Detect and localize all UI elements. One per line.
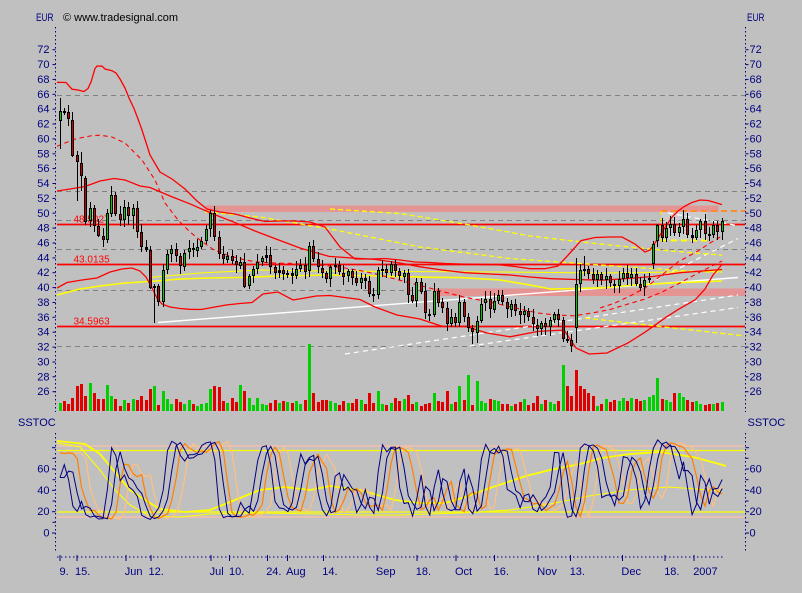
svg-text:14.: 14. xyxy=(322,566,337,578)
svg-text:36: 36 xyxy=(750,312,762,324)
svg-text:26: 26 xyxy=(750,386,762,398)
svg-text:60: 60 xyxy=(750,133,762,145)
svg-text:2007: 2007 xyxy=(693,566,717,578)
svg-text:66: 66 xyxy=(37,89,49,101)
svg-text:28: 28 xyxy=(37,371,49,383)
svg-text:68: 68 xyxy=(37,74,49,86)
svg-text:38: 38 xyxy=(750,297,762,309)
svg-text:40: 40 xyxy=(750,485,762,497)
svg-text:56: 56 xyxy=(37,163,49,175)
svg-text:30: 30 xyxy=(37,357,49,369)
svg-text:18.: 18. xyxy=(416,566,431,578)
svg-text:66: 66 xyxy=(750,89,762,101)
svg-text:60: 60 xyxy=(750,464,762,476)
svg-text:SSTOC: SSTOC xyxy=(18,417,56,429)
svg-text:34.5963: 34.5963 xyxy=(74,317,111,328)
svg-text:32: 32 xyxy=(37,342,49,354)
svg-text:Oct: Oct xyxy=(455,566,472,578)
svg-text:36: 36 xyxy=(37,312,49,324)
svg-text:20: 20 xyxy=(750,506,762,518)
svg-text:58: 58 xyxy=(37,148,49,160)
svg-text:64: 64 xyxy=(750,104,762,116)
svg-text:SSTOC: SSTOC xyxy=(748,417,786,429)
svg-text:Sep: Sep xyxy=(376,566,396,578)
svg-text:52: 52 xyxy=(37,193,49,205)
svg-text:72: 72 xyxy=(750,44,762,56)
svg-text:13.: 13. xyxy=(570,566,585,578)
svg-text:54: 54 xyxy=(37,178,49,190)
svg-text:46: 46 xyxy=(750,238,762,250)
svg-text:72: 72 xyxy=(37,44,49,56)
svg-text:50: 50 xyxy=(37,208,49,220)
svg-text:16.: 16. xyxy=(494,566,509,578)
svg-text:Dec: Dec xyxy=(621,566,641,578)
svg-text:58: 58 xyxy=(750,148,762,160)
svg-text:Jun: Jun xyxy=(125,566,143,578)
svg-text:48: 48 xyxy=(37,223,49,235)
svg-text:46: 46 xyxy=(37,238,49,250)
svg-text:Aug: Aug xyxy=(286,566,306,578)
svg-text:52: 52 xyxy=(750,193,762,205)
svg-text:54: 54 xyxy=(750,178,762,190)
svg-text:Jul: Jul xyxy=(210,566,224,578)
svg-text:24.: 24. xyxy=(266,566,281,578)
svg-text:70: 70 xyxy=(750,59,762,71)
svg-text:42: 42 xyxy=(750,267,762,279)
svg-text:42: 42 xyxy=(37,267,49,279)
svg-text:48: 48 xyxy=(750,223,762,235)
svg-text:EUR: EUR xyxy=(36,12,54,24)
svg-text:44: 44 xyxy=(750,252,762,264)
svg-text:40: 40 xyxy=(37,282,49,294)
svg-text:0: 0 xyxy=(750,528,756,540)
svg-text:26: 26 xyxy=(37,386,49,398)
svg-text:70: 70 xyxy=(37,59,49,71)
svg-text:44: 44 xyxy=(37,252,49,264)
svg-text:20: 20 xyxy=(37,506,49,518)
svg-text:62: 62 xyxy=(37,119,49,131)
svg-text:18.: 18. xyxy=(664,566,679,578)
svg-text:© www.tradesignal.com: © www.tradesignal.com xyxy=(63,12,178,24)
svg-text:43.0135: 43.0135 xyxy=(74,255,111,266)
svg-text:56: 56 xyxy=(750,163,762,175)
svg-text:28: 28 xyxy=(750,371,762,383)
svg-text:40: 40 xyxy=(37,485,49,497)
svg-text:34: 34 xyxy=(750,327,762,339)
svg-text:Nov: Nov xyxy=(537,566,557,578)
svg-text:50: 50 xyxy=(750,208,762,220)
svg-text:62: 62 xyxy=(750,119,762,131)
svg-text:15.: 15. xyxy=(75,566,90,578)
svg-text:12.: 12. xyxy=(149,566,164,578)
svg-text:10.: 10. xyxy=(229,566,244,578)
svg-text:60: 60 xyxy=(37,464,49,476)
svg-text:60: 60 xyxy=(37,133,49,145)
svg-text:34: 34 xyxy=(37,327,49,339)
svg-text:38: 38 xyxy=(37,297,49,309)
svg-text:0: 0 xyxy=(43,528,49,540)
svg-text:EUR: EUR xyxy=(747,12,765,24)
svg-text:30: 30 xyxy=(750,357,762,369)
svg-text:68: 68 xyxy=(750,74,762,86)
svg-text:32: 32 xyxy=(750,342,762,354)
svg-text:40: 40 xyxy=(750,282,762,294)
svg-text:9.: 9. xyxy=(60,566,69,578)
svg-text:64: 64 xyxy=(37,104,49,116)
